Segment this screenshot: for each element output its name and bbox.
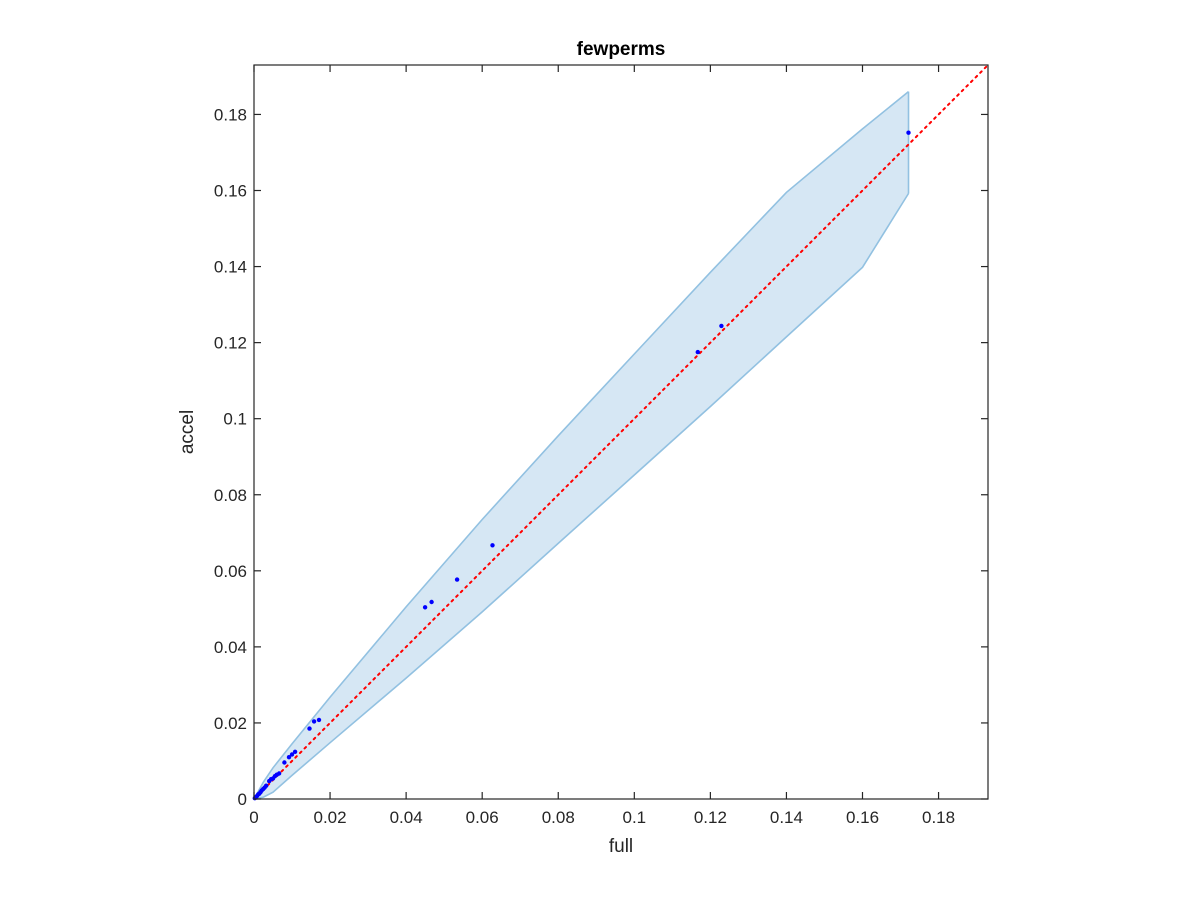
confidence-band xyxy=(254,91,909,800)
identity-line xyxy=(253,64,989,800)
x-tick-label: 0.18 xyxy=(922,808,955,827)
y-tick-label: 0.14 xyxy=(214,258,247,277)
data-point xyxy=(292,749,298,754)
data-point xyxy=(311,719,317,724)
y-tick-label: 0.06 xyxy=(214,562,247,581)
data-point xyxy=(286,755,292,760)
data-point xyxy=(264,783,269,788)
data-point xyxy=(429,599,434,605)
data-point xyxy=(454,577,460,582)
x-tick-label: 0.16 xyxy=(846,808,879,827)
band-lower-edge xyxy=(253,193,910,800)
y-tick-label: 0.1 xyxy=(223,410,247,429)
y-tick-label: 0.12 xyxy=(214,334,247,353)
chart-title: fewperms xyxy=(577,39,666,60)
band-upper-edge xyxy=(253,90,910,800)
data-point xyxy=(695,349,700,355)
x-tick-label: 0.08 xyxy=(542,808,575,827)
data-point xyxy=(289,752,295,757)
x-tick-label: 0.14 xyxy=(770,808,803,827)
y-tick-label: 0 xyxy=(238,790,247,809)
plot-area: 0 0.02 0.04 0.06 0.08 0.1 0.12 0.14 0.16 0.18 0 0.0… xyxy=(214,64,989,827)
data-point xyxy=(719,323,724,329)
data-point xyxy=(282,760,287,765)
y-axis-label: accel xyxy=(177,410,198,454)
x-tick-label: 0.02 xyxy=(314,808,347,827)
x-tick-label: 0.06 xyxy=(466,808,499,827)
data-point xyxy=(422,605,428,610)
data-point xyxy=(316,717,322,723)
y-tick-label: 0.18 xyxy=(214,105,247,124)
x-tick-label: 0 xyxy=(249,808,258,827)
y-tick-label: 0.04 xyxy=(214,638,247,657)
x-tick-label: 0.1 xyxy=(622,808,646,827)
y-tick-label: 0.08 xyxy=(214,486,247,505)
data-point xyxy=(490,543,495,548)
data-point xyxy=(906,130,911,135)
data-point xyxy=(307,726,312,731)
x-axis-label: full xyxy=(609,836,633,857)
x-tick-label: 0.04 xyxy=(390,808,423,827)
data-point xyxy=(276,771,282,776)
y-tick-label: 0.02 xyxy=(214,714,247,733)
axes-box xyxy=(253,64,989,800)
y-tick-label: 0.16 xyxy=(214,182,247,201)
x-tick-label: 0.12 xyxy=(694,808,727,827)
